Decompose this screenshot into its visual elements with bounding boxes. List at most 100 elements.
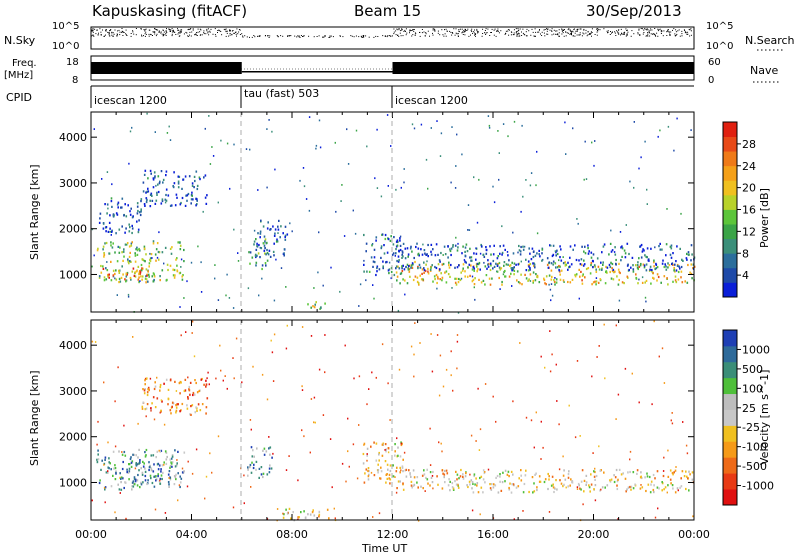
scatter-point xyxy=(282,232,284,235)
scatter-point xyxy=(419,274,421,277)
scatter-point xyxy=(535,411,537,414)
scatter-point xyxy=(147,187,149,190)
nsky-point xyxy=(590,33,591,35)
scatter-point xyxy=(401,265,403,268)
nsky-point xyxy=(678,29,680,31)
scatter-point xyxy=(672,280,674,283)
scatter-point xyxy=(194,411,197,414)
scatter-point xyxy=(674,469,677,472)
scatter-point xyxy=(548,274,551,277)
scatter-point xyxy=(260,473,263,476)
scatter-point xyxy=(600,261,602,264)
scatter-point xyxy=(671,412,673,414)
scatter-point xyxy=(114,400,116,403)
scatter-point xyxy=(161,477,163,481)
scatter-point xyxy=(408,268,411,271)
nsky-point xyxy=(427,30,429,32)
nsky-point xyxy=(565,35,567,37)
scatter-point xyxy=(291,230,293,233)
scatter-point xyxy=(525,277,528,280)
scatter-point xyxy=(146,377,148,380)
scatter-point xyxy=(366,447,369,450)
scatter-point xyxy=(551,275,553,278)
scatter-point xyxy=(114,478,117,481)
scatter-point xyxy=(485,274,488,277)
colorbar-tick-label: -25 xyxy=(742,421,760,434)
nsky-point xyxy=(238,29,240,30)
scatter-point xyxy=(443,469,446,473)
scatter-point xyxy=(547,266,550,269)
scatter-point xyxy=(581,274,584,277)
scatter-point xyxy=(516,270,519,273)
scatter-point xyxy=(476,221,479,224)
scatter-point xyxy=(275,258,277,261)
scatter-point xyxy=(457,242,459,245)
colorbar-swatch xyxy=(723,224,737,240)
nsky-point xyxy=(423,31,425,33)
nsky-point xyxy=(226,30,228,32)
colorbar-swatch xyxy=(723,425,737,442)
scatter-point xyxy=(471,268,474,271)
nsky-point xyxy=(627,34,628,36)
nsky-point xyxy=(130,35,132,37)
scatter-point xyxy=(177,186,180,189)
scatter-point xyxy=(214,277,216,280)
scatter-point xyxy=(612,278,615,281)
scatter-point xyxy=(685,444,688,447)
scatter-point xyxy=(599,278,602,281)
nsky-point xyxy=(476,30,478,32)
nsky-point xyxy=(576,30,578,32)
scatter-point xyxy=(490,253,492,256)
scatter-point xyxy=(549,288,552,291)
scatter-point xyxy=(584,252,587,255)
scatter-point xyxy=(600,469,602,472)
scatter-point xyxy=(525,179,527,181)
scatter-point xyxy=(173,171,175,174)
scatter-point xyxy=(124,203,126,206)
scatter-point xyxy=(266,241,268,244)
scatter-point xyxy=(533,490,536,493)
nsky-point xyxy=(162,35,164,37)
scatter-point xyxy=(615,262,617,265)
scatter-point xyxy=(97,453,99,456)
nsky-point xyxy=(188,35,190,37)
scatter-point xyxy=(387,269,390,272)
nsky-point xyxy=(615,35,617,36)
scatter-point xyxy=(252,449,254,452)
scatter-point xyxy=(196,184,199,187)
nsky-point xyxy=(556,30,558,32)
scatter-point xyxy=(449,480,451,483)
nsky-point xyxy=(541,35,543,36)
scatter-point xyxy=(509,482,511,485)
scatter-point xyxy=(155,248,158,251)
nsky-point xyxy=(424,35,426,37)
nsky-point xyxy=(103,35,105,37)
nsky-point xyxy=(570,31,572,33)
scatter-point xyxy=(448,266,451,269)
scatter-point xyxy=(502,273,505,276)
scatter-point xyxy=(472,491,475,494)
scatter-point xyxy=(455,236,457,239)
scatter-point xyxy=(495,420,497,423)
nsky-point xyxy=(587,34,589,36)
nsky-point xyxy=(579,32,581,34)
scatter-point xyxy=(176,196,178,199)
scatter-point xyxy=(380,195,383,198)
scatter-point xyxy=(91,265,93,268)
scatter-point xyxy=(114,272,116,275)
scatter-point xyxy=(183,260,185,263)
nsky-point xyxy=(576,34,578,36)
nsky-point xyxy=(596,31,598,33)
nsky-point xyxy=(395,34,397,36)
scatter-point xyxy=(106,212,108,215)
scatter-point xyxy=(690,259,692,262)
scatter-point xyxy=(441,263,444,266)
scatter-point xyxy=(390,277,392,280)
scatter-point xyxy=(200,291,203,293)
scatter-point xyxy=(136,484,139,487)
scatter-point xyxy=(442,385,445,388)
scatter-point xyxy=(436,334,439,336)
scatter-point xyxy=(480,245,483,248)
scatter-point xyxy=(141,471,144,474)
scatter-point xyxy=(261,373,264,376)
